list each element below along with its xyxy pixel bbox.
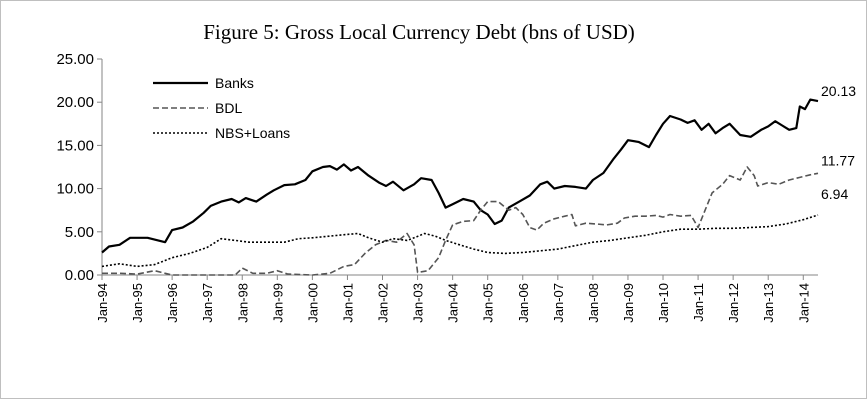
x-tick-label: Jan-96	[165, 283, 180, 323]
legend: Banks BDL NBS+Loans	[153, 75, 290, 141]
tick-labels: 0.00 5.00 10.00 15.00 20.00 25.00 Jan-94 Jan-95…	[56, 51, 811, 323]
x-tick-label: Jan-10	[656, 283, 671, 323]
y-tick-label: 25.00	[56, 51, 94, 68]
y-tick-label: 5.00	[65, 224, 94, 241]
x-tick-label: Jan-00	[305, 283, 320, 323]
x-tick-label: Jan-12	[726, 283, 741, 323]
x-tick-label: Jan-94	[95, 283, 110, 323]
x-tick-label: Jan-13	[761, 283, 776, 323]
legend-label: NBS+Loans	[215, 125, 290, 141]
x-tick-label: Jan-95	[130, 283, 145, 323]
x-tick-label: Jan-11	[691, 283, 706, 322]
x-tick-label: Jan-02	[376, 283, 391, 323]
axes	[97, 58, 818, 280]
legend-label: BDL	[215, 100, 242, 116]
y-tick-label: 20.00	[56, 94, 94, 111]
series-line-bdl	[102, 166, 819, 276]
x-tick-label: Jan-97	[200, 283, 215, 323]
legend-label: Banks	[215, 75, 254, 91]
x-tick-label: Jan-98	[235, 283, 250, 323]
x-tick-label: Jan-01	[340, 283, 355, 323]
end-value-label: 11.77	[821, 152, 855, 168]
x-tick-label: Jan-04	[446, 283, 461, 323]
end-value-label: 20.13	[821, 83, 856, 99]
x-tick-label: Jan-05	[481, 283, 496, 323]
y-tick-label: 0.00	[65, 267, 94, 284]
x-tick-label: Jan-08	[586, 283, 601, 323]
x-tick-label: Jan-14	[796, 283, 811, 323]
x-tick-label: Jan-09	[621, 283, 636, 323]
y-tick-label: 10.00	[56, 181, 94, 198]
end-value-label: 6.94	[821, 186, 848, 202]
x-tick-label: Jan-06	[516, 283, 531, 323]
x-tick-label: Jan-07	[551, 283, 566, 323]
x-tick-label: Jan-03	[411, 283, 426, 323]
x-tick-label: Jan-99	[270, 283, 285, 323]
series-lines	[101, 98, 819, 276]
series-line-banks	[101, 98, 819, 254]
y-tick-label: 15.00	[56, 137, 94, 154]
chart-title: Figure 5: Gross Local Currency Debt (bns…	[203, 20, 635, 44]
end-labels: 20.13 11.77 6.94	[821, 83, 856, 202]
